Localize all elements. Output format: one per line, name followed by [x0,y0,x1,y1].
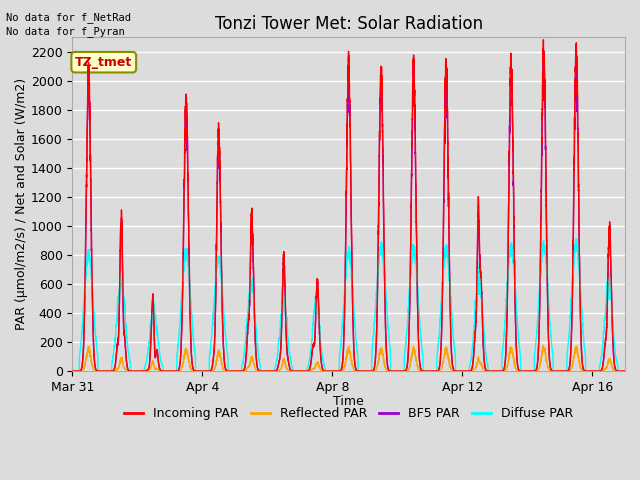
Reflected PAR [92,368,100,374]
Reflected PAR [417,368,424,374]
Y-axis label: PAR (μmol/m2/s) / Net and Solar (W/m2): PAR (μmol/m2/s) / Net and Solar (W/m2) [15,78,28,330]
BF5 PAR [417,364,424,370]
Incoming PAR [68,368,76,374]
BF5 PAR [173,368,181,374]
Line: Incoming PAR: Incoming PAR [72,40,640,371]
X-axis label: Time: Time [333,395,364,408]
BF5 PAR [68,368,76,374]
Incoming PAR [540,37,547,43]
Diffuse PAR [177,310,184,316]
BF5 PAR [177,356,184,361]
Line: Reflected PAR: Reflected PAR [72,345,640,371]
Reflected PAR [173,368,181,374]
Diffuse PAR [573,236,580,242]
Reflected PAR [177,367,184,373]
Diffuse PAR [417,329,424,335]
Diffuse PAR [173,352,181,358]
Incoming PAR [173,368,181,374]
Incoming PAR [265,368,273,374]
Text: No data for f_NetRad: No data for f_NetRad [6,12,131,23]
Text: TZ_tmet: TZ_tmet [75,56,132,69]
Legend: Incoming PAR, Reflected PAR, BF5 PAR, Diffuse PAR: Incoming PAR, Reflected PAR, BF5 PAR, Di… [119,402,579,425]
Line: Diffuse PAR: Diffuse PAR [72,239,640,371]
BF5 PAR [92,367,100,373]
Reflected PAR [540,342,547,348]
Diffuse PAR [265,368,273,374]
Reflected PAR [265,368,273,374]
Text: No data for f_Pyran: No data for f_Pyran [6,26,125,37]
BF5 PAR [265,368,273,374]
Title: Tonzi Tower Met: Solar Radiation: Tonzi Tower Met: Solar Radiation [214,15,483,33]
Line: BF5 PAR: BF5 PAR [72,50,640,371]
Incoming PAR [177,355,184,361]
Incoming PAR [92,367,100,372]
Reflected PAR [68,368,76,374]
BF5 PAR [540,48,547,53]
Diffuse PAR [68,368,76,374]
Incoming PAR [417,364,424,370]
Diffuse PAR [92,337,100,343]
